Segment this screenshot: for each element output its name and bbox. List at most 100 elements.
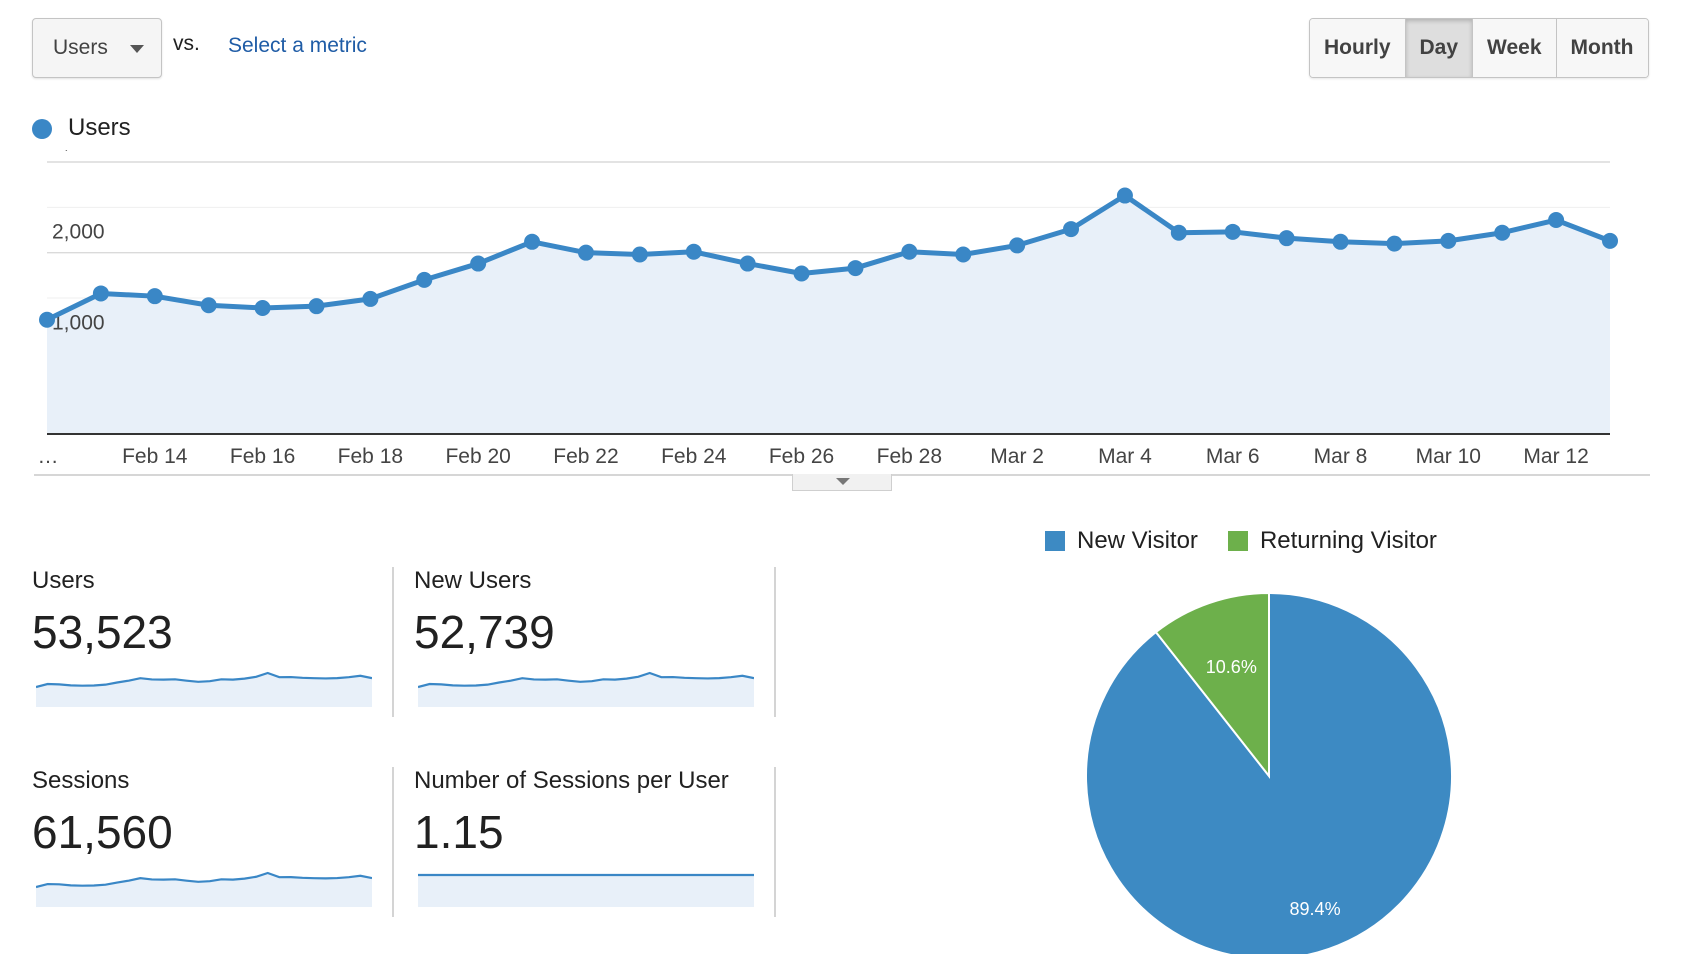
pie-slice[interactable] — [1085, 591, 1453, 954]
pie-legend-item[interactable]: Returning Visitor — [1227, 527, 1437, 555]
kpi-sessions[interactable]: Sessions 61,560 — [32, 767, 372, 917]
y-tick-label: 1,000 — [52, 311, 105, 334]
data-point[interactable] — [92, 285, 109, 302]
x-tick-label: Feb 16 — [230, 445, 295, 468]
new-visitor-swatch — [1045, 531, 1065, 551]
kpi-sparkline — [418, 671, 754, 707]
x-tick-label: … — [38, 445, 59, 468]
kpi-title: Number of Sessions per User — [414, 767, 729, 794]
data-point[interactable] — [1063, 221, 1080, 238]
sparkline-area — [36, 873, 372, 907]
data-point[interactable] — [470, 255, 487, 272]
data-point[interactable] — [200, 297, 217, 314]
data-point[interactable] — [1440, 232, 1457, 249]
chevron-down-icon — [130, 45, 144, 53]
x-tick-label: Mar 2 — [990, 445, 1044, 468]
x-tick-label: Feb 26 — [769, 445, 834, 468]
x-tick-label: Feb 14 — [122, 445, 188, 468]
data-point[interactable] — [685, 243, 702, 260]
data-point[interactable] — [577, 244, 594, 261]
data-point[interactable] — [1170, 224, 1187, 241]
x-tick-label: Mar 4 — [1098, 445, 1152, 468]
x-tick-label: Mar 8 — [1314, 445, 1368, 468]
sparkline-area — [418, 673, 754, 707]
kpi-users[interactable]: Users 53,523 — [32, 567, 372, 717]
data-point[interactable] — [847, 260, 864, 277]
metric-select[interactable]: Users — [32, 18, 162, 78]
period-toggle-group: Hourly Day Week Month — [1309, 18, 1649, 78]
data-point[interactable] — [1602, 232, 1618, 249]
kpi-value: 52,739 — [414, 606, 555, 658]
data-point[interactable] — [308, 298, 325, 315]
vs-label: vs. — [173, 32, 200, 55]
sparkline-line — [418, 671, 754, 689]
returning-visitor-swatch — [1227, 531, 1248, 551]
area-fill — [47, 195, 1610, 434]
pie-legend: New Visitor Returning Visitor — [1045, 527, 1455, 555]
kpi-value: 53,523 — [32, 606, 173, 658]
chart-legend-label: Users — [68, 114, 131, 141]
y-tick-label: 3,000 — [52, 150, 105, 153]
data-point[interactable] — [1116, 187, 1133, 204]
sparkline-area — [36, 673, 372, 707]
select-metric-link[interactable]: Select a metric — [228, 34, 367, 57]
period-day-button[interactable]: Day — [1405, 19, 1474, 77]
data-point[interactable] — [1224, 223, 1241, 240]
kpi-title: New Users — [414, 567, 532, 594]
x-tick-label: Feb 20 — [445, 445, 510, 468]
data-point[interactable] — [1548, 212, 1565, 229]
caret-down-icon — [836, 478, 850, 485]
x-tick-label: Feb 24 — [661, 445, 727, 468]
data-point[interactable] — [631, 246, 648, 263]
pie-legend-label: Returning Visitor — [1259, 527, 1437, 554]
period-hourly-button[interactable]: Hourly — [1310, 19, 1406, 77]
x-tick-label: Mar 6 — [1206, 445, 1260, 468]
data-point[interactable] — [362, 290, 379, 307]
kpi-divider — [774, 567, 776, 717]
x-tick-label: Feb 18 — [338, 445, 403, 468]
sparkline-line — [36, 671, 372, 689]
metric-select-label: Users — [53, 36, 108, 59]
kpi-divider — [774, 767, 776, 917]
users-series-line — [45, 193, 1611, 323]
data-point[interactable] — [1278, 230, 1295, 247]
legend-dot-icon — [32, 119, 52, 139]
sparkline-line — [36, 871, 372, 889]
users-line-chart: 3,000 2,000 1,000 … Feb 14 Feb 16 Feb 18 Feb 20… — [34, 150, 1650, 476]
period-month-button[interactable]: Month — [1556, 19, 1648, 77]
data-point[interactable] — [901, 243, 918, 260]
kpi-title: Sessions — [32, 767, 130, 794]
kpi-sparkline — [36, 871, 372, 907]
data-point[interactable] — [1009, 237, 1026, 254]
data-point[interactable] — [955, 246, 972, 263]
data-point[interactable] — [39, 311, 55, 328]
data-point[interactable] — [524, 233, 541, 250]
data-point[interactable] — [793, 265, 810, 282]
kpi-title: Users — [32, 567, 95, 594]
y-tick-label: 2,000 — [52, 221, 105, 244]
x-tick-label: Feb 22 — [553, 445, 618, 468]
kpi-new-users[interactable]: New Users 52,739 — [414, 567, 754, 717]
data-point[interactable] — [416, 271, 433, 288]
data-point[interactable] — [739, 255, 756, 272]
x-tick-label: Mar 10 — [1416, 445, 1481, 468]
data-point[interactable] — [254, 299, 271, 316]
pie-slice[interactable] — [1154, 591, 1270, 779]
x-tick-label: Feb 28 — [877, 445, 942, 468]
period-week-button[interactable]: Week — [1473, 19, 1557, 77]
sparkline-area — [418, 875, 754, 907]
kpi-divider — [392, 567, 394, 717]
x-tick-label: Mar 12 — [1523, 445, 1588, 468]
kpi-sparkline — [418, 873, 754, 907]
pie-slice-label: 10.6% — [1206, 657, 1257, 677]
chart-collapse-handle[interactable] — [792, 474, 892, 491]
visitor-type-pie-chart: 89.4% 10.6% — [1085, 591, 1453, 954]
pie-legend-item[interactable]: New Visitor — [1045, 527, 1198, 555]
data-point[interactable] — [1494, 224, 1511, 241]
kpi-value: 61,560 — [32, 806, 173, 858]
data-point[interactable] — [146, 288, 163, 305]
kpi-value: 1.15 — [414, 806, 504, 858]
kpi-sessions-per-user[interactable]: Number of Sessions per User 1.15 — [414, 767, 754, 917]
data-point[interactable] — [1386, 235, 1403, 252]
data-point[interactable] — [1332, 233, 1349, 250]
